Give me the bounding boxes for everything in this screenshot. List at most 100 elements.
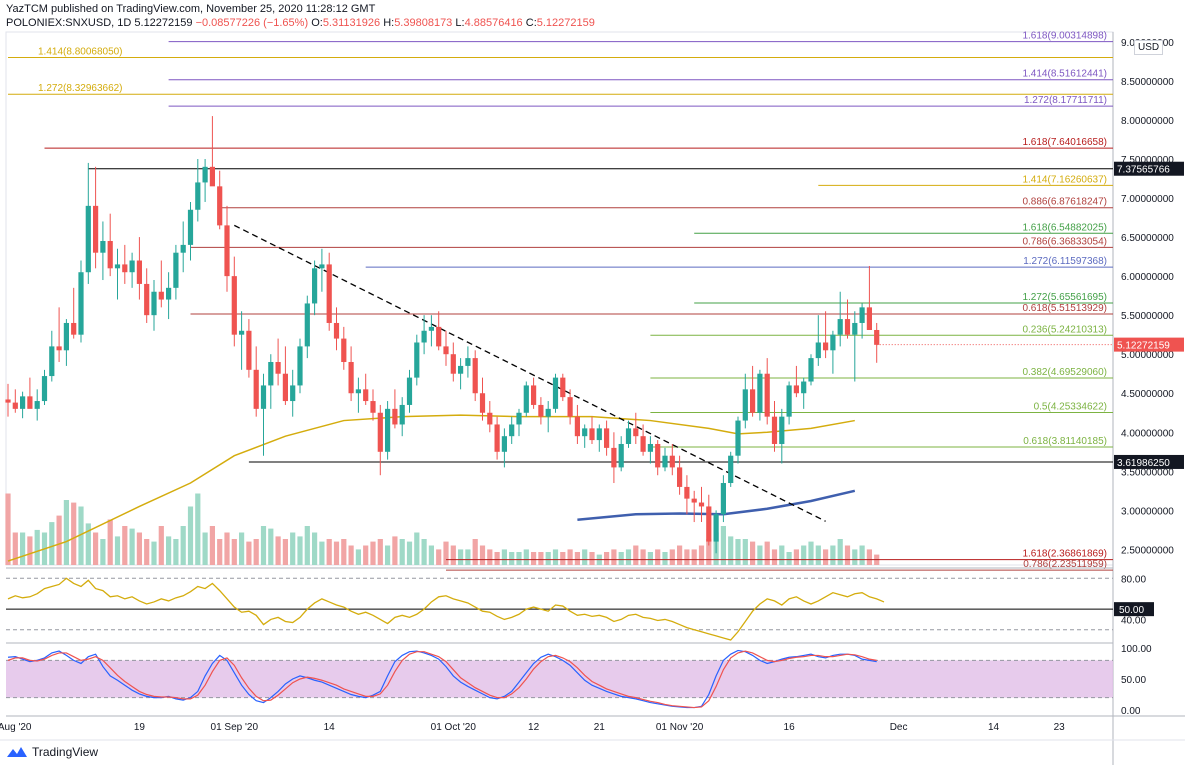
candle-body (684, 486, 690, 499)
tradingview-logo-icon (7, 747, 27, 757)
stoch-k-line (7, 649, 877, 709)
volume-bar (728, 536, 734, 565)
candle-body (560, 377, 566, 398)
candle-body (49, 346, 55, 377)
tradingview-logo[interactable]: TradingView (6, 745, 98, 759)
volume-bar (458, 549, 464, 565)
last-price-label: 5.12272159 (1117, 341, 1170, 352)
last-price: 5.12272159 (134, 17, 193, 29)
fib-level-label: 1.272(8.32963662) (38, 83, 123, 94)
candle-body (421, 330, 427, 343)
fib-level-label: 0.382(4.69529060) (1022, 367, 1107, 378)
candle-body (509, 424, 515, 437)
candle-body (582, 428, 588, 437)
candle-body (107, 240, 113, 269)
candle-body (144, 283, 150, 316)
candle-body (136, 260, 142, 284)
candle-body (246, 330, 252, 370)
volume-bar (173, 539, 179, 565)
fib-level-label: 0.786(6.36833054) (1022, 236, 1107, 247)
candle-body (217, 186, 223, 226)
volume-bar (742, 539, 748, 565)
candle-body (465, 358, 471, 366)
volume-bar (472, 539, 478, 565)
price-change: −0.08577226 (−1.65%) (195, 17, 309, 29)
volume-bar (779, 545, 785, 565)
candle-body (640, 436, 646, 452)
candle-body (823, 342, 829, 351)
candle-body (209, 166, 215, 187)
candle-body (166, 287, 172, 300)
volume-bar (355, 549, 361, 565)
candle-body (129, 260, 135, 273)
resistance-price-tag (1114, 161, 1184, 176)
volume-bar (516, 552, 522, 565)
candle-body (63, 322, 69, 351)
candle-body (691, 498, 697, 503)
price-pane[interactable]: 9.000000008.500000008.000000007.50000000… (5, 31, 1184, 765)
candle-body (260, 385, 267, 409)
candle-body (195, 182, 201, 210)
close-value: 5.12272159 (536, 17, 595, 29)
candle-body (677, 467, 683, 487)
volume-bar (618, 552, 624, 565)
candle-body (443, 346, 449, 355)
candle-body (231, 276, 237, 335)
stoch-rsi-pane[interactable]: 100.00 50.00 0.00 (6, 642, 1152, 717)
volume-bar (49, 522, 55, 565)
volume-bar (450, 545, 456, 565)
volume-bar (107, 519, 113, 565)
candle-body (85, 205, 91, 273)
volume-bar (122, 526, 128, 565)
volume-bar (297, 536, 303, 565)
candle-body (41, 376, 48, 402)
high-label: H: (383, 17, 395, 29)
volume-bar (523, 549, 529, 565)
volume-bar (348, 545, 354, 565)
y-tick-label: 8.00000000 (1121, 116, 1174, 127)
candle-body (370, 401, 376, 413)
candle-body (728, 455, 734, 484)
volume-bar (304, 526, 310, 565)
stoch-band (6, 660, 1113, 698)
volume-bar (268, 528, 274, 565)
candle-body (625, 428, 632, 444)
volume-bar (319, 541, 325, 565)
fib-level-label: 0.786(2.23511959) (1023, 559, 1107, 570)
volume-bar (567, 549, 573, 565)
rsi-level-label: 50.00 (1119, 605, 1144, 616)
candle-body (479, 393, 486, 413)
volume-bar (144, 539, 150, 565)
volume-bar (209, 526, 215, 565)
y-tick-label: 4.50000000 (1121, 389, 1174, 400)
candle-body (655, 443, 661, 468)
candle-body (618, 443, 624, 468)
x-tick-label: 01 Oct '20 (431, 722, 477, 733)
candle-body (552, 377, 559, 409)
currency-button[interactable]: USD (1134, 40, 1164, 55)
volume-bar (100, 539, 106, 565)
brand-name: TradingView (32, 745, 99, 759)
candle-body (808, 358, 814, 382)
volume-bar (195, 493, 201, 565)
time-axis[interactable]: 01 Aug '20 19 01 Sep '20 14 01 Oct '20 12 21 01… (0, 715, 1185, 741)
volume-bar (129, 528, 135, 565)
candle-body (757, 373, 763, 413)
volume-bar (808, 541, 814, 565)
candle-body (830, 334, 836, 351)
resistance-price-label: 7.37565766 (1117, 165, 1170, 176)
stoch-d-line (7, 650, 877, 709)
candle-body (706, 506, 712, 542)
fib-level-label: 1.414(7.16260637) (1022, 174, 1107, 185)
candle-body (837, 319, 843, 335)
volume-bar (275, 536, 281, 565)
volume-bar (85, 523, 91, 565)
fib-level-label: 1.414(8.80068050) (38, 47, 123, 58)
candle-body (304, 303, 310, 347)
x-tick-label: 12 (528, 722, 540, 733)
candle-body (93, 205, 99, 253)
candle-body (611, 447, 617, 468)
candle-body (516, 412, 522, 425)
